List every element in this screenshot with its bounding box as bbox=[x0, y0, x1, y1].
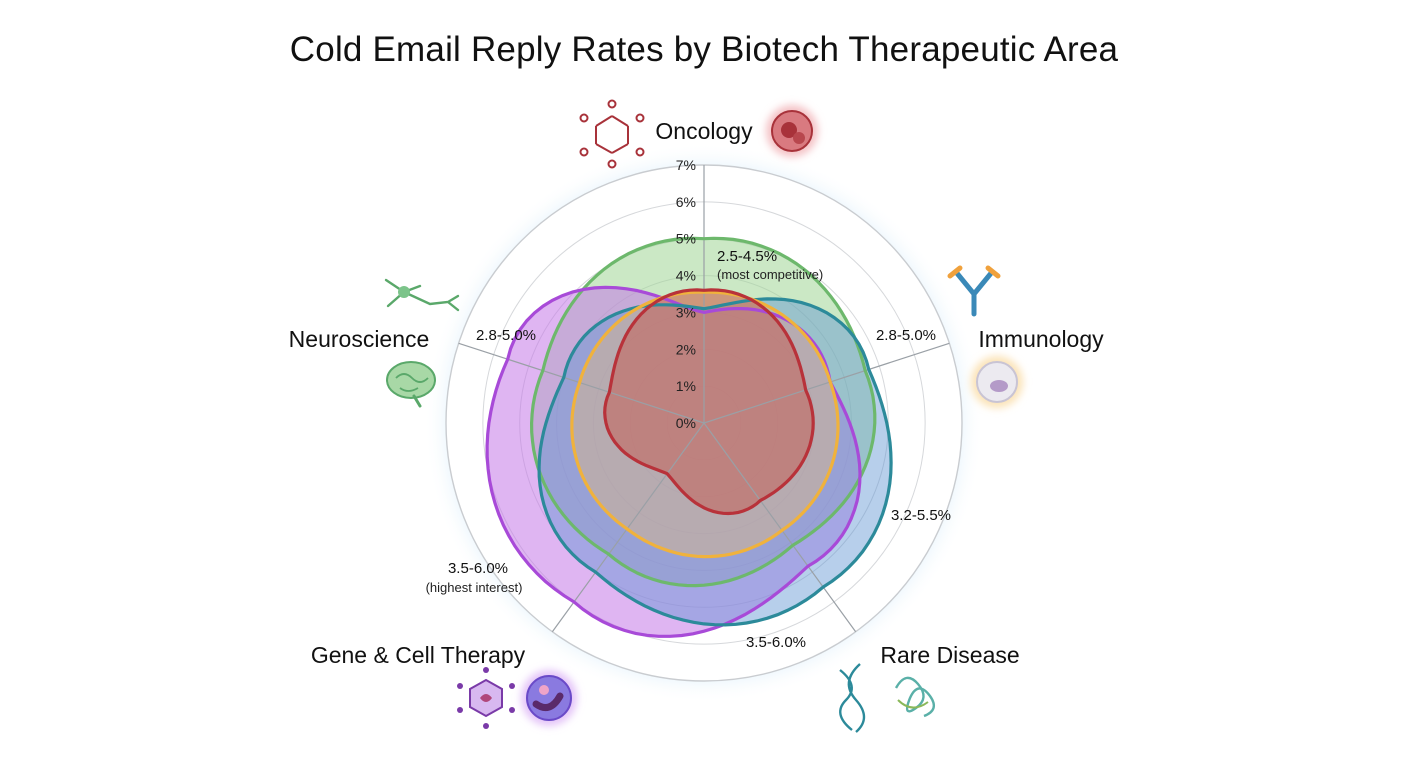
axis-spoke bbox=[458, 342, 705, 424]
molecule-atom bbox=[579, 147, 589, 157]
virus-core bbox=[480, 694, 492, 702]
neuron-branches bbox=[384, 278, 460, 312]
range-label-extra: 3.5-6.0% bbox=[746, 634, 806, 651]
axis-spoke bbox=[703, 342, 950, 424]
antibody-arms bbox=[947, 265, 1001, 279]
axis-spoke bbox=[703, 422, 857, 633]
cancer-cell-nucleus bbox=[781, 122, 797, 138]
gene-cell-therapy-shape-outline bbox=[485, 285, 862, 638]
cancer-cell-icon bbox=[766, 105, 818, 157]
range-label-gene-cell-therapy: 3.5-6.0% bbox=[448, 560, 508, 577]
brain-icon bbox=[386, 361, 436, 408]
virus-spike bbox=[457, 683, 463, 689]
axis-tick-label: 3% bbox=[676, 304, 696, 320]
axis-tick-label: 6% bbox=[676, 194, 696, 210]
virus-spike bbox=[457, 707, 463, 713]
cell-organelle bbox=[539, 685, 549, 695]
oncology-shape-outline bbox=[603, 288, 815, 516]
range-label-oncology: 2.5-4.5% bbox=[717, 248, 777, 265]
virus-spike bbox=[483, 723, 489, 729]
molecule-bond bbox=[611, 115, 629, 127]
brain-body bbox=[386, 361, 436, 399]
protein-fold bbox=[894, 676, 936, 718]
antibody-icon bbox=[947, 265, 1001, 317]
molecule-atom bbox=[579, 113, 589, 123]
axis-label-oncology: Oncology bbox=[655, 118, 753, 144]
antibody-stem bbox=[953, 269, 995, 317]
molecule-atom bbox=[607, 99, 617, 109]
range-label-immunology: 2.8-5.0% bbox=[876, 327, 936, 344]
range-label-neuroscience: 2.8-5.0% bbox=[476, 327, 536, 344]
neuron-soma bbox=[398, 286, 410, 298]
brain-stem bbox=[412, 394, 422, 408]
dna-icon bbox=[839, 663, 866, 733]
immunology-shape-outline bbox=[570, 290, 840, 559]
axis-label-rare-disease: Rare Disease bbox=[880, 642, 1019, 668]
axis-tick-label: 7% bbox=[676, 157, 696, 173]
molecule-bond bbox=[595, 143, 613, 154]
range-label-rare-disease: 3.2-5.5% bbox=[891, 507, 951, 524]
dna-helix bbox=[839, 663, 866, 733]
axis-label-immunology: Immunology bbox=[978, 326, 1104, 352]
molecule-atom bbox=[635, 147, 645, 157]
protein-icon bbox=[894, 676, 936, 718]
chart-title: Cold Email Reply Rates by Biotech Therap… bbox=[289, 30, 1119, 69]
virus-spike bbox=[483, 667, 489, 673]
molecule-icon bbox=[579, 99, 645, 169]
immune-cell-nucleus bbox=[990, 380, 1008, 392]
brain-folds bbox=[395, 373, 429, 392]
molecule-atom bbox=[607, 159, 617, 169]
virus-spike bbox=[509, 683, 515, 689]
virus-spike bbox=[509, 707, 515, 713]
axis-tick-label: 0% bbox=[676, 415, 696, 431]
axis-tick-label: 1% bbox=[676, 378, 696, 394]
cell-nucleus bbox=[532, 692, 564, 712]
molecule-bond bbox=[595, 115, 613, 127]
virus-vector-icon bbox=[457, 667, 515, 729]
axis-tick-label: 5% bbox=[676, 231, 696, 247]
molecule-bond bbox=[611, 143, 629, 154]
rare-disease-shape-outline bbox=[537, 297, 893, 627]
molecule-atom bbox=[635, 113, 645, 123]
oncology-shape-fill bbox=[604, 289, 814, 514]
range-note-gene-cell-therapy: (highest interest) bbox=[426, 580, 523, 595]
axis-label-neuroscience: Neuroscience bbox=[289, 326, 430, 352]
axis-label-gene-cell-therapy: Gene & Cell Therapy bbox=[311, 642, 526, 668]
cancer-cell-nucleus-2 bbox=[793, 132, 805, 144]
cell-icon bbox=[521, 670, 577, 726]
protein-strand bbox=[897, 699, 929, 709]
cell-body bbox=[526, 675, 572, 721]
axis-tick-label: 4% bbox=[676, 268, 696, 284]
axis-tick-label: 2% bbox=[676, 341, 696, 357]
neuron-icon bbox=[384, 278, 460, 312]
immune-cell-icon bbox=[971, 356, 1023, 408]
range-note-oncology: (most competitive) bbox=[717, 267, 823, 282]
axis-spoke bbox=[551, 422, 705, 633]
